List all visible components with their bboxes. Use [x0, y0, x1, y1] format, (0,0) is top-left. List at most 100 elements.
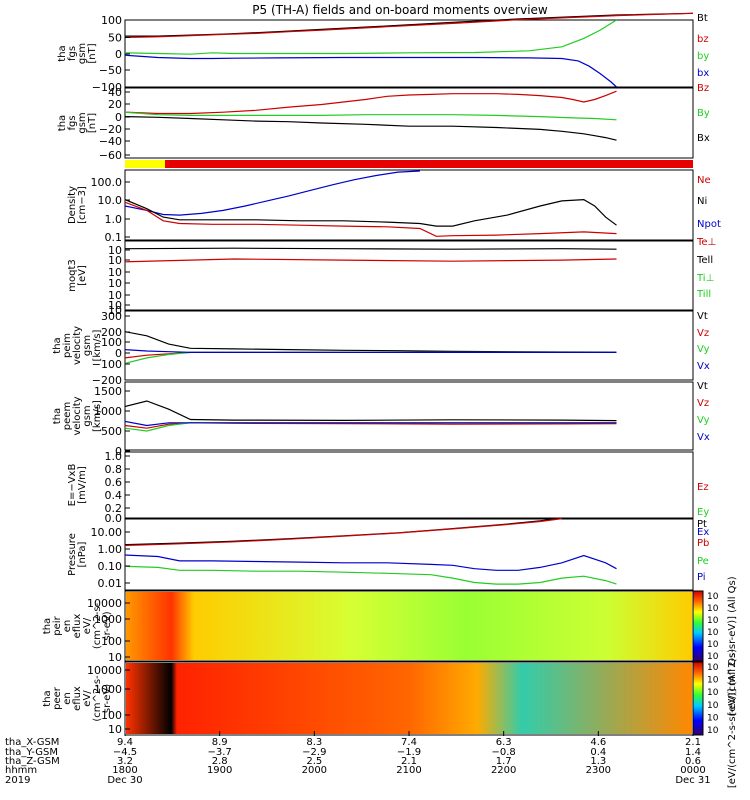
x-tick-label: 8.9: [212, 737, 228, 748]
y-tick-label: 1.00: [98, 543, 123, 556]
series-line-Pi: [124, 554, 617, 571]
series-line-Vt: [124, 400, 617, 422]
y-tick-label: 0.1: [105, 231, 123, 244]
y-tick-label: 0: [115, 347, 122, 360]
y-tick-label: −200: [92, 374, 122, 387]
y-axis-label: [nPa]: [77, 541, 88, 567]
series-line-bz: [124, 12, 694, 38]
x-tick-label: −1.9: [397, 747, 421, 758]
y-axis-label: [km/s]: [92, 329, 103, 361]
series-line-Ni: [124, 198, 617, 227]
series-line-By: [124, 111, 617, 121]
x-tick-label: 2200: [491, 765, 516, 776]
y-tick-label: −100: [92, 358, 122, 371]
y-axis-label: [eV]: [77, 265, 88, 286]
colorbar-tick-label: 10: [707, 713, 719, 723]
y-axis-label: velocity: [72, 326, 83, 365]
panel-peem_velocity: Vt Vz Vy Vx 1500 1000 500 0 tha peem velocity gsm [k…: [52, 381, 710, 458]
y-tick-label: 0.4: [105, 489, 123, 502]
colorbar-rect: [692, 661, 704, 736]
y-axis-label: tha: [57, 115, 68, 131]
y-axis-label: peir: [52, 615, 63, 635]
y-axis-label: fgs: [67, 46, 78, 61]
y-axis-label: [nT]: [87, 113, 98, 133]
x-tick-label: 1.7: [496, 756, 512, 767]
x-tick-label: 9.4: [117, 737, 133, 748]
colorbar-tick-label: 10: [707, 616, 719, 626]
y-tick-label: 10: [108, 289, 122, 302]
series-line-Ne: [124, 201, 617, 237]
y-tick-label: 10000: [87, 664, 122, 677]
y-axis-label: tha: [52, 408, 63, 424]
series-line-bx: [124, 54, 617, 88]
figure-title: P5 (TH-A) fields and on-board moments ov…: [252, 3, 548, 17]
y-tick-label: 10: [108, 299, 122, 312]
legend-label: Vt: [697, 311, 708, 322]
legend-label: Te⊥: [696, 237, 716, 248]
x-tick-label: 4.6: [590, 737, 606, 748]
series-line-Pb: [124, 518, 562, 547]
y-tick-label: 10: [108, 254, 122, 267]
colorbar-tick-label: 10: [707, 726, 719, 736]
legend-label: Pb: [697, 538, 709, 549]
x-tick-label: 2300: [586, 765, 611, 776]
y-tick-label: 0.2: [105, 502, 123, 515]
legend-label: bz: [697, 34, 709, 45]
y-tick-label: 500: [101, 425, 122, 438]
y-axis-label: Density: [67, 186, 78, 224]
panel-fgs_gsm: Bt bz by bx 100 50 0 −50 −100 tha fgs gsm [nT]: [57, 12, 709, 94]
y-axis-label: [mV/m]: [77, 466, 88, 504]
x-tick-label: −4.5: [113, 747, 137, 758]
x-tick-label: 2100: [396, 765, 421, 776]
panel-frame: [124, 169, 694, 241]
y-axis-label: tha: [52, 337, 63, 353]
series-line-Bx: [124, 116, 617, 141]
legend-label: bx: [697, 68, 709, 79]
panel-frame: [124, 310, 694, 381]
y-axis-label: eflux: [72, 614, 83, 639]
y-axis-label: tha: [42, 690, 53, 706]
x-tick-label: 2.5: [306, 756, 322, 767]
legend-label: Vt: [697, 381, 708, 392]
x-axis-row-label: 2019: [5, 775, 30, 786]
series-line-Vz: [124, 422, 617, 429]
x-tick-label: −2.9: [302, 747, 326, 758]
x-tick-label: 1.4: [685, 747, 701, 758]
y-axis-label: [nT]: [87, 43, 98, 63]
colorbar-label: [eV/(cm^2-s-sr-eV)] (All Qs): [727, 576, 738, 715]
series-line-Vy: [124, 351, 617, 364]
y-axis-label: Pressure: [67, 533, 78, 576]
colorbar-label: [eV/(cm^2-s-sr-eV)] (All Qs): [727, 649, 738, 788]
y-tick-label: 10: [108, 304, 122, 317]
mode-bar-fast: [165, 160, 693, 168]
panel-frame: [124, 518, 694, 591]
x-tick-label: Dec 30: [107, 775, 142, 786]
series-line-Vz: [124, 351, 617, 359]
panel-frame: [124, 87, 694, 159]
legend-label: Ti⊥: [696, 273, 714, 284]
colorbar-rect: [692, 590, 704, 662]
y-axis-label: en: [62, 620, 73, 633]
y-tick-label: 50: [108, 32, 122, 45]
x-tick-label: 6.3: [496, 737, 512, 748]
legend-label: Ni: [697, 196, 707, 207]
legend-label: Vx: [697, 361, 710, 372]
y-axis-label: peer: [52, 686, 63, 710]
y-tick-label: 0: [115, 111, 122, 124]
legend-label: Pi: [697, 572, 706, 583]
x-axis-row-label: tha_Y-GSM: [5, 747, 58, 758]
panel-pressure: Pt Pb Pe Pi 10.00 1.00 0.10 0.01 Pressure [nPa]: [67, 517, 709, 591]
series-line-Vx: [124, 420, 617, 427]
y-tick-label: 1.0: [105, 450, 123, 463]
y-tick-label: 1000: [94, 683, 122, 696]
panel-frame: [124, 240, 694, 311]
legend-label: By: [697, 108, 710, 119]
y-tick-label: 0.8: [105, 463, 123, 476]
y-tick-label: 10: [108, 651, 122, 664]
y-axis-label: gsm: [82, 335, 93, 356]
y-tick-label: −50: [99, 64, 122, 77]
y-tick-label: −60: [99, 149, 122, 162]
x-axis-row-label: hhmm: [5, 765, 37, 776]
